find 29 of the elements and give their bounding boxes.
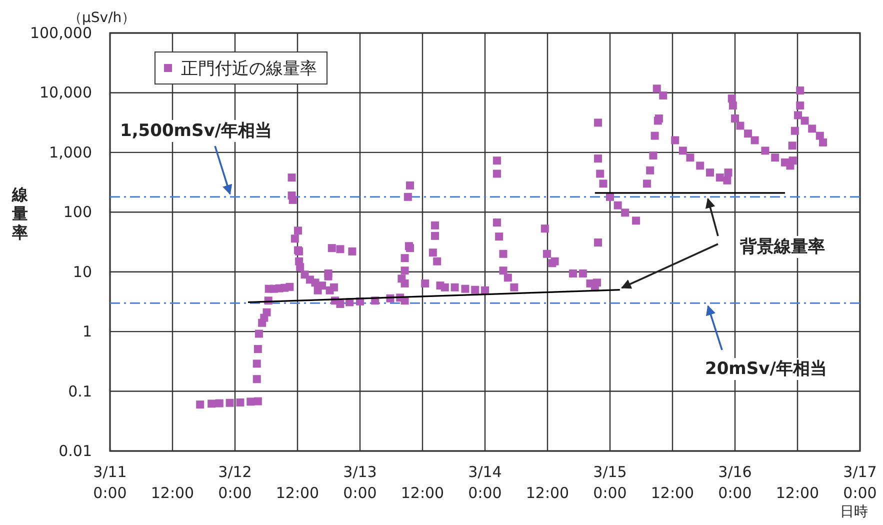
y-tick-label: 0.01 bbox=[58, 442, 92, 460]
x-tick-label: 12:00 bbox=[150, 484, 194, 502]
x-tick-label: 3/12 0:00 bbox=[218, 463, 252, 502]
ref-line-label: 20mSv/年相当 bbox=[705, 359, 827, 379]
x-tick-label: 3/14 0:00 bbox=[468, 463, 502, 502]
ref-line-label: 1,500mSv/年相当 bbox=[120, 121, 272, 141]
x-tick-label: 12:00 bbox=[526, 484, 570, 502]
x-tick-label: 3/15 0:00 bbox=[593, 463, 627, 502]
y-tick-label: 0.1 bbox=[68, 382, 92, 400]
y-tick-label: 100 bbox=[63, 203, 92, 222]
x-tick-label: 3/17 0:00 bbox=[843, 463, 877, 502]
x-tick-label: 12:00 bbox=[276, 484, 320, 502]
y-tick-label: 100,000 bbox=[30, 24, 92, 42]
x-tick-label: 3/13 0:00 bbox=[343, 463, 377, 502]
y-tick-label: 1,000 bbox=[49, 143, 92, 162]
x-tick-label: 3/11 0:00 bbox=[93, 463, 127, 502]
x-tick-label: 12:00 bbox=[400, 484, 444, 502]
legend-label: 正門付近の線量率 bbox=[181, 59, 317, 79]
y-axis-title: 線量率 bbox=[11, 185, 29, 242]
x-tick-label: 12:00 bbox=[776, 484, 820, 502]
y-tick-label: 1 bbox=[82, 322, 92, 341]
legend: 正門付近の線量率 bbox=[154, 52, 328, 84]
annotation: 背景線量率 bbox=[739, 237, 825, 257]
x-axis-title: 日時 bbox=[840, 504, 868, 520]
x-tick-label: 3/16 0:00 bbox=[718, 463, 752, 502]
y-tick-label: 10,000 bbox=[40, 84, 92, 102]
x-tick-label: 12:00 bbox=[650, 484, 694, 502]
text: （μSv/h） bbox=[68, 10, 136, 26]
y-tick-label: 10 bbox=[72, 262, 92, 281]
